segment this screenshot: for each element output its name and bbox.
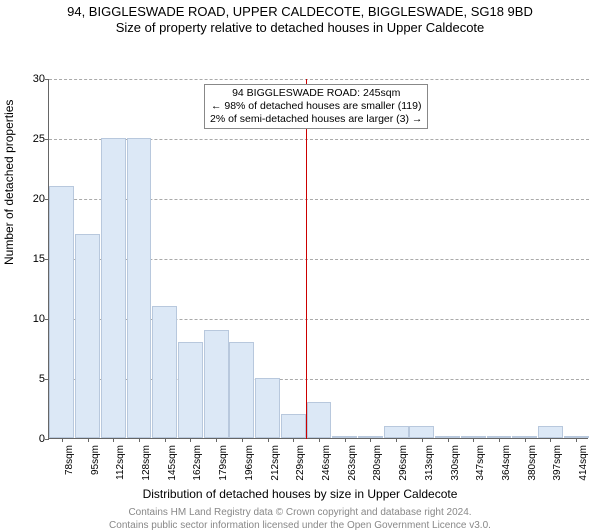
- bar: [409, 426, 434, 438]
- xtick-mark: [139, 438, 140, 442]
- xtick-label: 296sqm: [398, 445, 409, 485]
- xtick-label: 347sqm: [475, 445, 486, 485]
- annotation-line1: 94 BIGGLESWADE ROAD: 245sqm: [210, 87, 422, 100]
- bar: [229, 342, 254, 438]
- xtick-mark: [396, 438, 397, 442]
- ytick-mark: [45, 439, 49, 440]
- xtick-label: 179sqm: [218, 445, 229, 485]
- bar: [152, 306, 177, 438]
- plot-area: 78sqm95sqm112sqm128sqm145sqm162sqm179sqm…: [48, 79, 588, 439]
- xtick-label: 313sqm: [424, 445, 435, 485]
- y-axis-label: Number of detached properties: [2, 100, 16, 265]
- annotation-line3: 2% of semi-detached houses are larger (3…: [210, 113, 422, 126]
- annotation-line2: ← 98% of detached houses are smaller (11…: [210, 100, 422, 113]
- xtick-mark: [422, 438, 423, 442]
- ytick-label: 30: [15, 73, 45, 85]
- bar: [538, 426, 563, 438]
- footer-line2: Contains public sector information licen…: [0, 520, 600, 532]
- xtick-mark: [113, 438, 114, 442]
- xtick-label: 330sqm: [450, 445, 461, 485]
- reference-line: [306, 79, 307, 439]
- bar: [384, 426, 409, 438]
- bar: [75, 234, 100, 438]
- ytick-label: 20: [15, 193, 45, 205]
- footer-line1: Contains HM Land Registry data © Crown c…: [0, 507, 600, 520]
- xtick-mark: [190, 438, 191, 442]
- bar: [49, 186, 74, 438]
- gridline: [49, 79, 589, 80]
- xtick-label: 364sqm: [501, 445, 512, 485]
- plot-inner: 78sqm95sqm112sqm128sqm145sqm162sqm179sqm…: [48, 79, 588, 439]
- xtick-label: 414sqm: [578, 445, 589, 485]
- xtick-mark: [319, 438, 320, 442]
- xtick-mark: [242, 438, 243, 442]
- page-title-line2: Size of property relative to detached ho…: [0, 20, 600, 35]
- xtick-mark: [293, 438, 294, 442]
- x-axis-label: Distribution of detached houses by size …: [0, 487, 600, 501]
- bar: [204, 330, 229, 438]
- xtick-mark: [345, 438, 346, 442]
- bar: [307, 402, 332, 438]
- ytick-mark: [45, 139, 49, 140]
- xtick-mark: [165, 438, 166, 442]
- xtick-mark: [370, 438, 371, 442]
- xtick-label: 246sqm: [321, 445, 332, 485]
- xtick-label: 397sqm: [552, 445, 563, 485]
- bar: [178, 342, 203, 438]
- xtick-mark: [550, 438, 551, 442]
- xtick-mark: [62, 438, 63, 442]
- ytick-label: 25: [15, 133, 45, 145]
- page-title-line1: 94, BIGGLESWADE ROAD, UPPER CALDECOTE, B…: [0, 4, 600, 19]
- bar: [255, 378, 280, 438]
- xtick-label: 145sqm: [167, 445, 178, 485]
- xtick-label: 196sqm: [244, 445, 255, 485]
- xtick-label: 380sqm: [527, 445, 538, 485]
- ytick-label: 5: [15, 373, 45, 385]
- xtick-mark: [88, 438, 89, 442]
- bar: [281, 414, 306, 438]
- xtick-label: 128sqm: [141, 445, 152, 485]
- xtick-mark: [448, 438, 449, 442]
- xtick-mark: [576, 438, 577, 442]
- xtick-label: 112sqm: [115, 445, 126, 485]
- annotation-box: 94 BIGGLESWADE ROAD: 245sqm← 98% of deta…: [204, 84, 428, 129]
- xtick-mark: [499, 438, 500, 442]
- xtick-label: 229sqm: [295, 445, 306, 485]
- xtick-mark: [268, 438, 269, 442]
- xtick-label: 212sqm: [270, 445, 281, 485]
- ytick-label: 0: [15, 433, 45, 445]
- xtick-label: 162sqm: [192, 445, 203, 485]
- ytick-label: 10: [15, 313, 45, 325]
- xtick-label: 263sqm: [347, 445, 358, 485]
- ytick-mark: [45, 79, 49, 80]
- xtick-label: 95sqm: [90, 445, 101, 485]
- footer-attribution: Contains HM Land Registry data © Crown c…: [0, 507, 600, 532]
- xtick-label: 78sqm: [64, 445, 75, 485]
- xtick-mark: [473, 438, 474, 442]
- bar: [127, 138, 152, 438]
- xtick-label: 280sqm: [372, 445, 383, 485]
- bar: [101, 138, 126, 438]
- ytick-label: 15: [15, 253, 45, 265]
- xtick-mark: [525, 438, 526, 442]
- xtick-mark: [216, 438, 217, 442]
